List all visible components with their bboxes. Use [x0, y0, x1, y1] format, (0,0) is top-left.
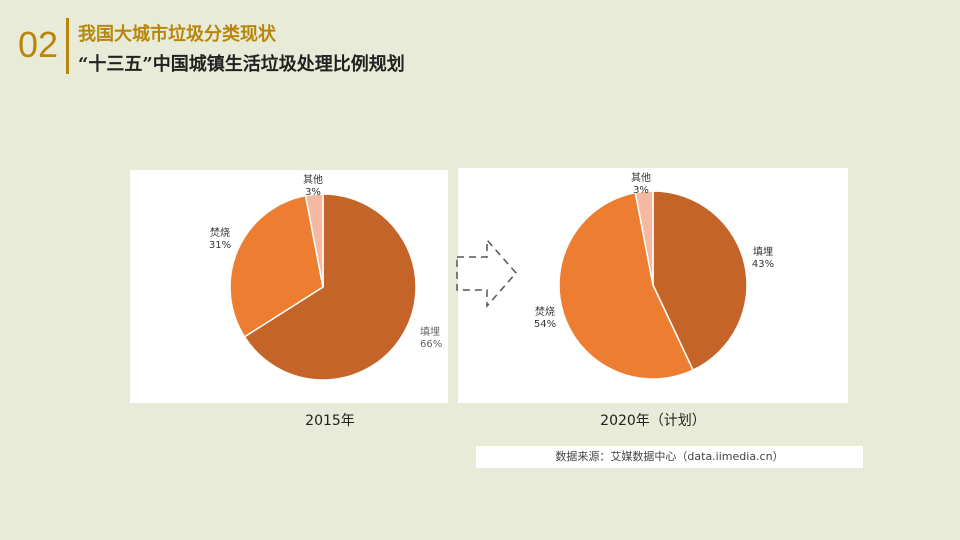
chart-title-2020: 2020年（计划）	[600, 413, 706, 429]
slice-value: 3%	[633, 185, 649, 196]
page-subtitle: “十三五”中国城镇生活垃圾处理比例规划	[78, 54, 405, 75]
slice-value: 43%	[752, 259, 774, 270]
slice-label: 焚烧	[210, 226, 230, 239]
slice-value: 31%	[209, 240, 231, 251]
page-title: 我国大城市垃圾分类现状	[78, 24, 276, 45]
pie-slice-填埋	[652, 190, 748, 372]
pie-slice-焚烧	[229, 194, 324, 338]
chart-title-2015: 2015年	[305, 413, 355, 429]
section-number: 02	[18, 24, 59, 65]
pie-slice-其他	[304, 193, 324, 288]
slice-value: 54%	[534, 319, 556, 330]
slice-label: 填埋	[753, 245, 773, 258]
slice-label: 填埋	[420, 325, 440, 338]
slice-label: 其他	[303, 173, 323, 186]
data-source: 数据来源：艾媒数据中心（data.iimedia.cn）	[476, 446, 863, 468]
divider	[66, 18, 69, 74]
slice-value: 3%	[305, 187, 321, 198]
arrow-right-icon	[456, 238, 517, 308]
slice-value: 66%	[420, 339, 442, 350]
slice-label: 其他	[631, 171, 651, 184]
pie-slice-填埋	[243, 193, 417, 381]
pie-slice-焚烧	[558, 191, 695, 380]
pie-slice-其他	[634, 190, 654, 286]
slice-label: 焚烧	[535, 305, 555, 318]
